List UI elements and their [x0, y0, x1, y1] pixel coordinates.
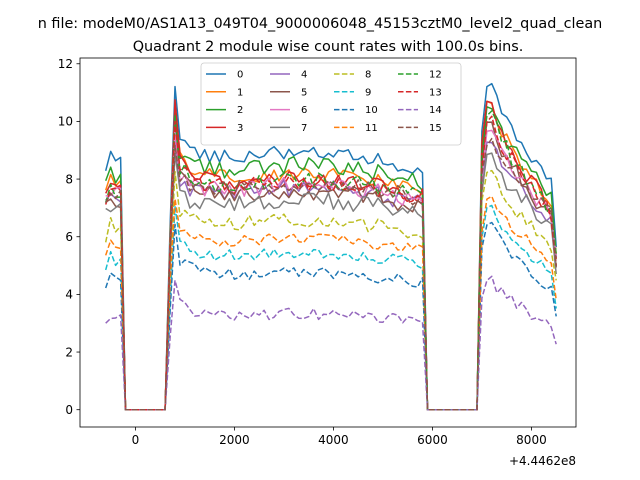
legend-label: 1 — [237, 87, 243, 98]
chart-title: Quadrant 2 module wise count rates with … — [133, 39, 524, 55]
legend-label: 7 — [301, 123, 307, 134]
figure-suptitle: n file: modeM0/AS1A13_049T04_9000006048_… — [38, 16, 603, 32]
legend-item-0: 0 — [206, 70, 243, 81]
legend-item-8: 8 — [334, 70, 371, 81]
legend-item-14: 14 — [398, 105, 442, 116]
legend-label: 5 — [301, 87, 307, 98]
legend-label: 8 — [365, 70, 371, 81]
legend-label: 3 — [237, 123, 243, 134]
legend-item-11: 11 — [334, 123, 378, 134]
legend-label: 13 — [429, 87, 442, 98]
legend-item-4: 4 — [270, 70, 307, 81]
legend-label: 14 — [429, 105, 442, 116]
y-tick-label: 6 — [65, 230, 73, 244]
legend-item-13: 13 — [398, 87, 442, 98]
series-line-15 — [105, 137, 557, 411]
legend-label: 6 — [301, 105, 307, 116]
legend-label: 15 — [429, 123, 442, 134]
legend-label: 10 — [365, 105, 378, 116]
series-layer — [104, 82, 557, 411]
legend-item-7: 7 — [270, 123, 307, 134]
legend-label: 4 — [301, 70, 307, 81]
legend-item-6: 6 — [270, 105, 307, 116]
x-tick-label: 4000 — [318, 433, 349, 447]
legend-box — [200, 62, 462, 146]
y-tick-label: 8 — [65, 172, 73, 186]
x-tick-label: 0 — [132, 433, 140, 447]
legend-item-10: 10 — [334, 105, 378, 116]
legend-label: 12 — [429, 70, 442, 81]
legend-item-15: 15 — [398, 123, 442, 134]
y-tick-label: 0 — [65, 403, 73, 417]
legend-item-2: 2 — [206, 105, 243, 116]
legend-label: 9 — [365, 87, 371, 98]
legend-item-9: 9 — [334, 87, 371, 98]
y-tick-label: 10 — [58, 115, 73, 129]
y-tick-label: 4 — [65, 288, 73, 302]
y-tick-label: 12 — [58, 57, 73, 71]
legend-label: 0 — [237, 70, 243, 81]
axes-frame — [79, 57, 577, 428]
legend-label: 11 — [365, 123, 378, 134]
series-line-11 — [104, 195, 557, 411]
legend-item-3: 3 — [206, 123, 243, 134]
x-offset-label: +4.4462e8 — [509, 454, 576, 468]
legend-item-12: 12 — [398, 70, 442, 81]
legend-item-1: 1 — [206, 87, 243, 98]
y-tick-label: 2 — [65, 345, 73, 359]
legend-label: 2 — [237, 105, 243, 116]
x-tick-label: 6000 — [417, 433, 448, 447]
x-tick-label: 8000 — [516, 433, 547, 447]
legend-item-5: 5 — [270, 87, 307, 98]
x-tick-label: 2000 — [219, 433, 250, 447]
series-line-14 — [105, 275, 557, 411]
